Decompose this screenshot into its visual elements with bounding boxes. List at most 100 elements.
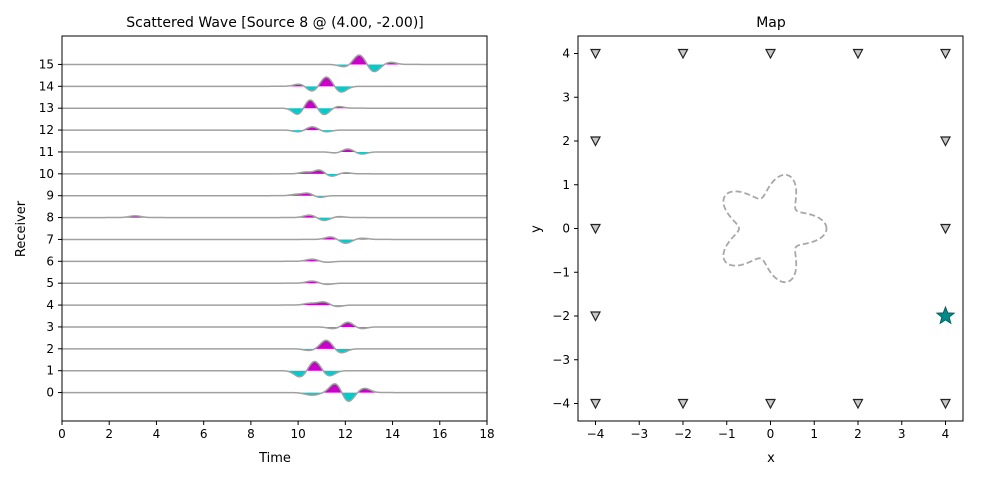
map-x-tick-label: −1 [718, 427, 736, 441]
wave-y-tick-label: 8 [46, 211, 54, 225]
receiver-15-negative-fill [62, 64, 487, 72]
map-x-tick-label: 3 [898, 427, 906, 441]
map-x-tick-label: −2 [674, 427, 692, 441]
wave-x-tick-label: 16 [432, 427, 447, 441]
receiver-6-trace [62, 258, 487, 264]
receiver-marker [590, 398, 601, 410]
receiver-11-trace [62, 148, 487, 155]
receiver-marker [940, 223, 951, 235]
map-x-tick-label: −4 [587, 427, 605, 441]
wave-plot-frame [61, 35, 488, 422]
map-y-tick-label: −3 [552, 353, 570, 367]
receiver-3-trace [62, 321, 487, 330]
receiver-10-trace [62, 169, 487, 177]
receiver-5-trace [62, 280, 487, 286]
wave-x-tick-label: 0 [58, 427, 66, 441]
map-x-tick-label: 4 [942, 427, 950, 441]
wave-y-axis-label: Receiver [14, 200, 29, 257]
obstacle-outline [722, 173, 828, 284]
receiver-15-positive-fill [62, 55, 487, 65]
receiver-marker [940, 398, 951, 410]
receiver-marker [677, 398, 689, 410]
map-panel: Map −4 −3 −2 −1 0 1 2 3 4 −4 −3 −2 −1 0 1 2 3 4 x y [529, 15, 964, 466]
receiver-marker [765, 398, 776, 410]
map-y-tick-label: −1 [552, 265, 570, 279]
map-x-tick-label: 0 [767, 427, 775, 441]
receiver-marker [590, 48, 601, 60]
receiver-marker [590, 223, 601, 235]
receiver-14-positive-fill [62, 77, 487, 87]
wave-y-tick-label: 2 [46, 342, 54, 356]
map-chart-title: Map [756, 15, 786, 31]
wave-y-tick-label: 9 [46, 189, 54, 203]
receiver-4-trace [62, 301, 487, 308]
wave-x-tick-label: 14 [385, 427, 400, 441]
receiver-marker [677, 48, 689, 60]
receiver-marker [765, 48, 776, 60]
map-y-ticks: −4 −3 −2 −1 0 1 2 3 4 [552, 47, 578, 411]
map-y-tick-label: 4 [562, 47, 570, 61]
receiver-0-negative-fill [62, 392, 487, 402]
wave-x-axis-label: Time [258, 451, 291, 466]
wave-x-ticks: 0 2 4 6 8 10 12 14 16 18 [58, 421, 495, 441]
wave-y-tick-label: 1 [46, 364, 54, 378]
receiver-1-positive-fill [62, 361, 487, 371]
receiver-14-negative-fill [62, 86, 487, 92]
wave-x-tick-label: 2 [105, 427, 113, 441]
receiver-9-trace [62, 192, 487, 199]
receiver-2-trace [62, 339, 487, 354]
wave-y-tick-label: 12 [39, 123, 54, 137]
map-y-tick-label: 0 [562, 222, 570, 236]
receiver-marker [940, 136, 951, 147]
wave-x-tick-label: 6 [200, 427, 208, 441]
wave-x-tick-label: 8 [247, 427, 255, 441]
receiver-0-positive-fill [62, 383, 487, 393]
map-y-tick-label: 3 [562, 90, 570, 104]
receiver-8-trace [62, 214, 487, 222]
receiver-1-trace [62, 360, 487, 378]
wave-y-tick-label: 0 [46, 386, 54, 400]
receiver-13-positive-fill [62, 100, 487, 109]
receiver-1-negative-fill [62, 370, 487, 377]
wave-y-tick-label: 5 [46, 276, 54, 290]
receiver-marker [852, 48, 864, 60]
map-marks [590, 48, 956, 410]
receiver-14-trace [62, 76, 487, 93]
wave-y-tick-label: 6 [46, 254, 54, 268]
wave-y-tick-label: 13 [39, 101, 54, 115]
map-y-tick-label: −4 [552, 397, 570, 411]
wave-x-tick-label: 4 [153, 427, 161, 441]
map-x-tick-label: 2 [854, 427, 862, 441]
map-x-tick-label: 1 [810, 427, 818, 441]
receiver-15-trace [62, 54, 487, 73]
source-star-marker [935, 305, 956, 325]
wave-x-tick-label: 10 [290, 427, 305, 441]
receiver-12-trace [62, 126, 487, 133]
map-x-axis-label: x [767, 451, 775, 466]
map-y-tick-label: 2 [562, 134, 570, 148]
receiver-0-trace [62, 383, 487, 402]
wave-x-tick-label: 18 [479, 427, 494, 441]
wave-x-tick-label: 12 [338, 427, 353, 441]
map-x-ticks: −4 −3 −2 −1 0 1 2 3 4 [587, 421, 950, 441]
wave-y-tick-label: 10 [39, 167, 54, 181]
map-x-tick-label: −3 [630, 427, 648, 441]
wave-y-tick-label: 3 [46, 320, 54, 334]
map-y-tick-label: −2 [552, 309, 570, 323]
receiver-marker [940, 48, 951, 60]
wave-y-tick-label: 4 [46, 298, 54, 312]
receiver-marker [590, 311, 601, 322]
wave-chart-title: Scattered Wave [Source 8 @ (4.00, -2.00)… [126, 15, 424, 31]
wave-y-tick-label: 11 [39, 145, 54, 159]
scattered-wave-panel: Scattered Wave [Source 8 @ (4.00, -2.00)… [14, 15, 495, 466]
map-y-tick-label: 1 [562, 178, 570, 192]
receiver-2-positive-fill [62, 340, 487, 349]
map-y-axis-label: y [529, 225, 544, 233]
map-plot-frame [577, 35, 964, 422]
wave-traces [62, 54, 487, 402]
wave-y-tick-label: 7 [46, 232, 54, 246]
receiver-marker [590, 136, 601, 147]
wave-y-tick-label: 15 [39, 57, 54, 71]
